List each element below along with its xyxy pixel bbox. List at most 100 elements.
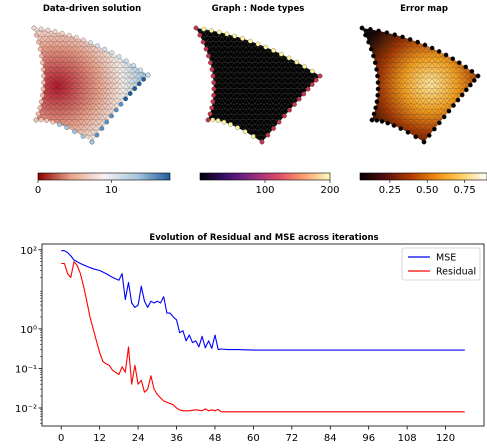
colorbars: 0 10 100 200 0.25 0.50 0.75: [35, 172, 487, 196]
error-boundary-node: [426, 133, 432, 138]
solution-boundary-node: [38, 117, 44, 123]
solution-boundary-node: [118, 101, 124, 107]
node-type-boundary-node: [216, 29, 222, 35]
solution-boundary-node: [138, 67, 144, 73]
panel-title-solution: Data-driven solution: [43, 4, 141, 14]
error-boundary-node: [413, 134, 419, 140]
node-type-boundary-node: [302, 64, 307, 69]
series-line-mse: [61, 250, 465, 351]
error-boundary-node: [422, 42, 428, 48]
solution-boundary-node: [37, 46, 43, 52]
solution-boundary-node: [72, 129, 77, 134]
solution-boundary-node: [109, 50, 115, 56]
error-boundary-node: [375, 93, 381, 98]
node-type-boundary-node: [210, 99, 216, 104]
node-type-boundary-node: [259, 139, 265, 145]
y-tick-label: 10²: [20, 246, 37, 257]
solution-boundary-node: [141, 76, 146, 82]
node-type-boundary-node: [313, 77, 319, 83]
solution-boundary-node: [50, 119, 56, 125]
solution-boundary-node: [38, 26, 44, 32]
x-tick-label: 72: [285, 433, 298, 444]
solution-boundary-node: [73, 35, 79, 40]
node-type-boundary-node: [232, 33, 238, 39]
node-type-boundary-node: [271, 126, 276, 131]
solution-boundary-node: [80, 134, 86, 139]
error-boundary-node: [463, 64, 469, 70]
colorbar-tick-label: 0: [35, 185, 41, 196]
error-boundary-node: [363, 32, 368, 38]
x-tick-label: 96: [362, 433, 375, 444]
error-boundary-node: [432, 126, 437, 132]
node-type-boundary-node: [240, 36, 245, 41]
error-boundary-node: [400, 34, 405, 40]
error-boundary-node: [385, 120, 391, 126]
node-type-boundary-node: [294, 59, 300, 65]
colorbar-tick-label: 100: [255, 185, 274, 196]
error-boundary-node: [405, 130, 411, 135]
error-boundary-node: [421, 139, 427, 145]
y-tick-label: 10⁰: [20, 325, 37, 336]
error-map-mesh: [362, 28, 478, 142]
solution-boundary-node: [104, 119, 110, 125]
node-type-boundary-node: [208, 60, 213, 66]
colorbar-tick-label: 0.50: [416, 185, 438, 196]
node-type-boundary-node: [263, 44, 269, 50]
colorbar-tick-label: 10: [105, 185, 118, 196]
error-boundary-node: [429, 45, 435, 51]
error-boundary-node: [368, 27, 373, 32]
solution-boundary-node: [35, 111, 41, 117]
node-type-boundary-node: [193, 25, 199, 31]
solution-boundary-node: [127, 91, 133, 96]
node-type-boundary-node: [197, 32, 203, 38]
node-type-boundary-node: [211, 80, 216, 85]
node-type-boundary-node: [265, 132, 271, 138]
solution-boundary-node: [52, 29, 58, 34]
error-boundary-node: [455, 97, 461, 103]
error-boundary-node: [375, 80, 381, 85]
legend-label-mse: MSE: [436, 253, 456, 264]
error-boundary-node: [446, 108, 452, 114]
error-boundary-node: [475, 73, 481, 79]
x-tick-label: 24: [132, 433, 145, 444]
error-boundary-node: [392, 32, 398, 38]
node-type-boundary-node: [255, 41, 261, 47]
error-boundary-node: [407, 37, 413, 42]
solution-boundary-node: [89, 139, 95, 145]
error-map-boundary-nodes: [359, 25, 481, 145]
error-boundary-node: [415, 39, 420, 45]
solution-boundary-node: [95, 43, 100, 49]
error-boundary-node: [371, 111, 377, 117]
node-type-boundary-node: [209, 28, 214, 33]
node-type-boundary-node: [209, 105, 214, 111]
node-type-boundary-node: [215, 118, 221, 123]
error-boundary-node: [375, 73, 380, 79]
chart-title: Evolution of Residual and MSE across ite…: [149, 233, 378, 243]
error-boundary-node: [371, 53, 376, 59]
solution-boundary-node: [59, 30, 65, 36]
error-boundary-node: [379, 119, 385, 124]
x-tick-label: 12: [93, 433, 106, 444]
node-type-boundary-node: [210, 73, 216, 79]
node-type-boundary-node: [286, 55, 292, 61]
node-type-boundary-node: [209, 67, 215, 72]
solution-boundary-node: [64, 125, 70, 130]
node-type-boundary-node: [287, 107, 292, 113]
solution-boundary-node: [145, 72, 151, 78]
x-tick-label: 36: [170, 433, 183, 444]
error-boundary-node: [436, 49, 442, 54]
solution-boundary-node: [88, 40, 93, 46]
node-type-boundary-node: [317, 73, 323, 79]
solution-boundary-node: [131, 62, 136, 68]
node-type-boundary-node: [301, 91, 307, 97]
node-type-boundary-node: [203, 46, 209, 52]
error-boundary-node: [391, 123, 397, 128]
node-type-boundary-node: [250, 134, 256, 139]
solution-boundary-node: [81, 37, 86, 43]
node-types-boundary-nodes: [193, 25, 323, 145]
error-boundary-node: [456, 60, 462, 66]
node-type-boundary-node: [247, 38, 253, 44]
node-type-boundary-node: [305, 86, 311, 92]
error-boundary-node: [369, 117, 375, 123]
x-tick-label: 60: [247, 433, 260, 444]
